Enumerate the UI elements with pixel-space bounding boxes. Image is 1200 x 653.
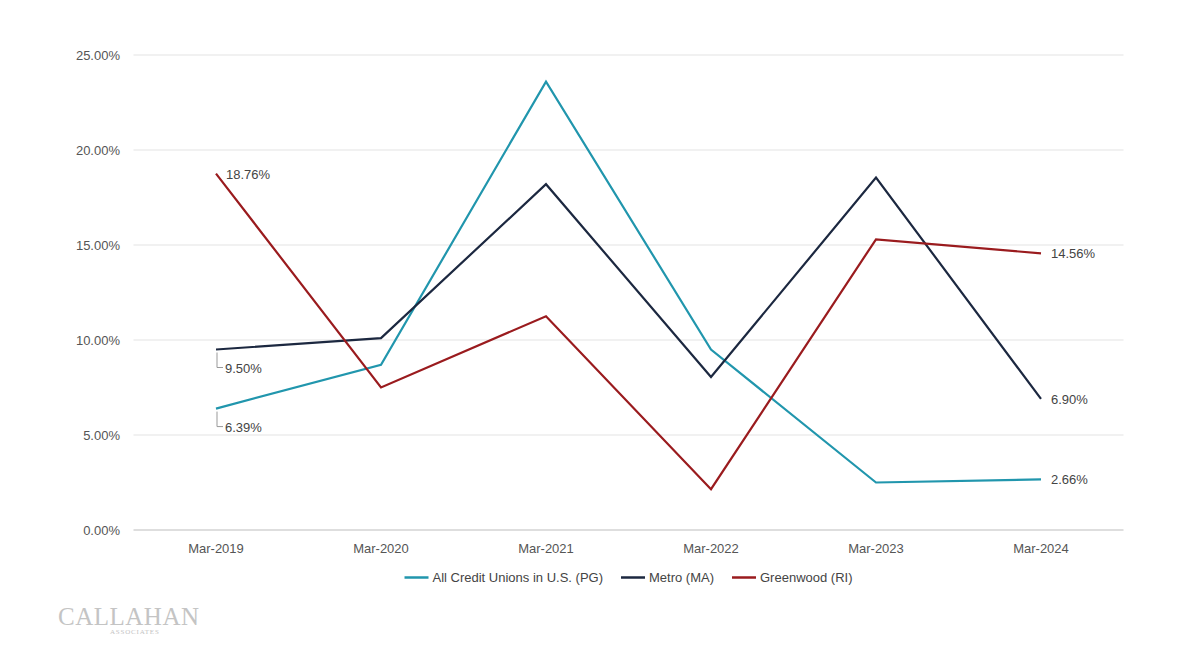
chart: 0.00% 5.00% 10.00% 15.00% 20.00% 25.00% Mar-20… bbox=[0, 0, 1200, 653]
data-label: 14.56% bbox=[1051, 246, 1096, 261]
y-tick-label: 0.00% bbox=[83, 523, 120, 538]
y-tick-label: 5.00% bbox=[83, 428, 120, 443]
legend-swatch bbox=[621, 576, 645, 579]
grid-line bbox=[134, 340, 1124, 341]
legend: All Credit Unions in U.S. (PG) Metro (MA)… bbox=[405, 570, 853, 585]
x-tick-label: Mar-2024 bbox=[1013, 541, 1069, 556]
grid-line bbox=[134, 150, 1124, 151]
label-leader bbox=[217, 353, 223, 368]
grid bbox=[134, 55, 1124, 530]
x-tick-label: Mar-2021 bbox=[518, 541, 574, 556]
legend-label: Greenwood (RI) bbox=[760, 570, 852, 585]
y-tick-label: 20.00% bbox=[76, 143, 121, 158]
data-label: 18.76% bbox=[226, 167, 271, 182]
x-tick-label: Mar-2022 bbox=[683, 541, 739, 556]
legend-swatch bbox=[732, 576, 756, 579]
grid-line bbox=[134, 55, 1124, 56]
data-label: 6.39% bbox=[225, 420, 262, 435]
data-label: 9.50% bbox=[225, 361, 262, 376]
y-tick-label: 10.00% bbox=[76, 333, 121, 348]
legend-label: Metro (MA) bbox=[649, 570, 714, 585]
watermark: ASSOCIATES bbox=[110, 628, 160, 636]
data-labels: 6.39% 2.66% 9.50% 6.90% 18.76% 14.56% bbox=[217, 167, 1096, 488]
x-tick-label: Mar-2019 bbox=[188, 541, 244, 556]
series-lines bbox=[216, 82, 1041, 490]
y-tick-label: 15.00% bbox=[76, 238, 121, 253]
grid-line bbox=[134, 435, 1124, 436]
grid-line bbox=[134, 530, 1124, 531]
series-line bbox=[216, 82, 1041, 483]
grid-line bbox=[134, 245, 1124, 246]
legend-label: All Credit Unions in U.S. (PG) bbox=[433, 570, 604, 585]
series-line bbox=[216, 174, 1041, 490]
legend-swatch bbox=[405, 576, 429, 579]
data-label: 6.90% bbox=[1051, 392, 1088, 407]
x-tick-label: Mar-2020 bbox=[353, 541, 409, 556]
y-tick-label: 25.00% bbox=[76, 48, 121, 63]
series-line bbox=[216, 178, 1041, 399]
x-tick-label: Mar-2023 bbox=[848, 541, 904, 556]
watermark: CALLAHAN bbox=[58, 603, 200, 630]
label-leader bbox=[217, 412, 223, 427]
data-label: 2.66% bbox=[1051, 472, 1088, 487]
